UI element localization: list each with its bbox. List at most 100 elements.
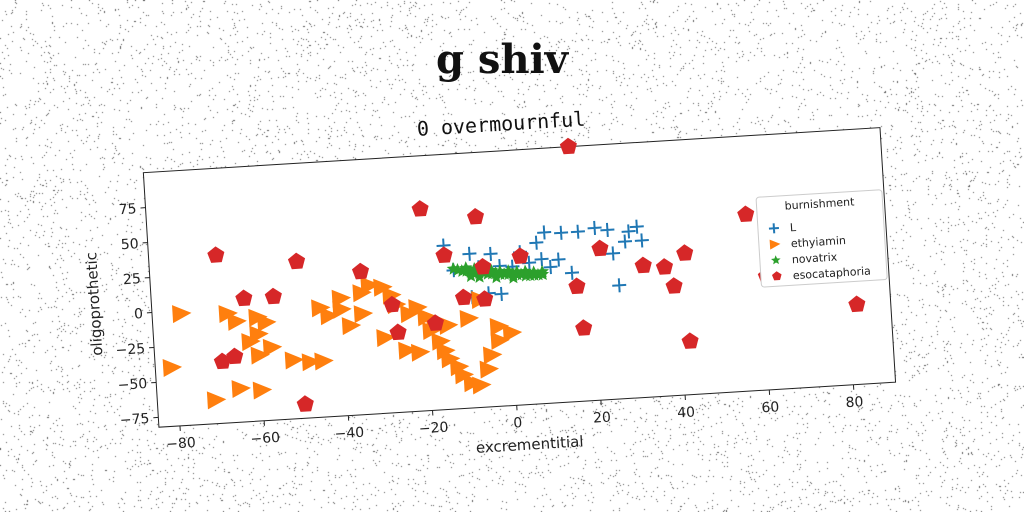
legend-marker-esocataphoria [771,271,782,281]
y-tick-label: 75 [118,201,137,218]
point-esocataphoria [383,295,401,313]
axis-ticks: −80 −60 −40 −20 0 20 40 60 80 −75 −50 −25 0 25 50 75 [115,201,864,453]
point-ethyiamin [172,305,192,324]
x-tick-label: −40 [334,425,364,443]
point-esocataphoria [559,137,577,155]
point-ethyiamin [408,299,428,318]
point-l [554,225,569,240]
point-novatrix [459,261,473,275]
y-axis-label: oligoprothetic [82,252,106,357]
point-novatrix [501,264,516,278]
point-esocataphoria [474,258,492,275]
x-tick-label: −20 [418,420,448,438]
point-esocataphoria [264,287,282,305]
point-ethyiamin [353,305,374,324]
y-tick-label: −50 [117,376,147,394]
point-esocataphoria [226,347,244,365]
point-ethyiamin [241,333,261,352]
point-ethyiamin [311,299,331,318]
point-ethyiamin [257,313,277,332]
point-l [534,252,549,267]
x-tick-label: −60 [250,430,280,448]
point-ethyiamin [206,391,227,410]
point-esocataphoria [737,205,755,222]
point-esocataphoria [466,208,484,225]
point-novatrix [518,264,532,278]
legend-label-novatrix: novatrix [791,250,838,266]
point-esocataphoria [676,244,694,261]
point-l [543,260,558,275]
point-ethyiamin [472,376,492,395]
point-ethyiamin [482,346,503,365]
point-l [600,222,615,237]
y-tick-label: −25 [115,341,145,359]
point-ethyiamin [227,312,247,331]
point-l [483,246,498,261]
point-esocataphoria [287,252,306,270]
point-l [551,252,566,267]
point-novatrix [527,265,541,279]
point-novatrix [493,264,507,278]
point-ethyiamin [250,346,271,365]
point-ethyiamin [410,343,431,362]
legend-marker-novatrix [771,255,781,265]
point-l [462,246,477,261]
point-esocataphoria [213,352,231,370]
point-novatrix [510,264,524,278]
point-esocataphoria [207,246,225,263]
x-tick-label: 40 [677,404,696,421]
point-esocataphoria [848,295,866,313]
point-l [621,224,636,239]
chart-title: 0 overmournful [416,107,586,141]
point-esocataphoria [454,288,473,306]
point-l [612,278,627,293]
point-novatrix [472,270,486,284]
point-esocataphoria [511,247,529,264]
point-ethyiamin [320,307,340,326]
y-tick-label: −75 [119,411,149,429]
point-esocataphoria [235,289,253,307]
point-esocataphoria [634,256,652,274]
point-ethyiamin [490,331,510,350]
legend-marker-ethyiamin [769,239,781,250]
data-marks [162,137,866,412]
point-ethyiamin [459,309,480,328]
point-novatrix [535,264,549,278]
point-ethyiamin [162,359,183,377]
y-tick-label: 25 [123,271,142,288]
point-novatrix [506,270,520,284]
point-ethyiamin [502,324,523,343]
point-novatrix [484,263,499,277]
point-l [529,235,544,250]
figure-suptitle: g shiv [436,36,568,83]
point-esocataphoria [655,258,674,275]
point-ethyiamin [479,360,500,379]
point-esocataphoria [568,277,586,295]
point-esocataphoria [296,395,314,412]
legend-label-esocataphoria: esocataphoria [792,264,871,282]
point-l [606,246,621,261]
point-ethyiamin [284,351,305,370]
point-esocataphoria [351,262,370,280]
point-ethyiamin [422,322,442,341]
point-ethyiamin [436,342,456,361]
point-esocataphoria [435,246,453,263]
point-ethyiamin [489,317,510,336]
x-tick-label: 80 [845,394,864,411]
legend-title: burnishment [784,195,855,212]
y-tick-label: 0 [134,306,144,323]
point-ethyiamin [438,316,459,335]
point-ethyiamin [398,341,418,360]
point-ethyiamin [376,329,396,348]
legend-label-l: L [790,221,798,234]
legend-label-ethyiamin: ethyiamin [791,234,847,250]
y-tick-label: 50 [120,236,139,253]
x-tick-label: −80 [166,435,196,453]
point-l [617,234,633,249]
point-novatrix [489,270,503,284]
point-ethyiamin [341,317,362,336]
point-ethyiamin [431,332,451,351]
point-ethyiamin [360,276,380,295]
x-tick-label: 20 [593,410,612,427]
legend-marker-l [768,223,779,234]
